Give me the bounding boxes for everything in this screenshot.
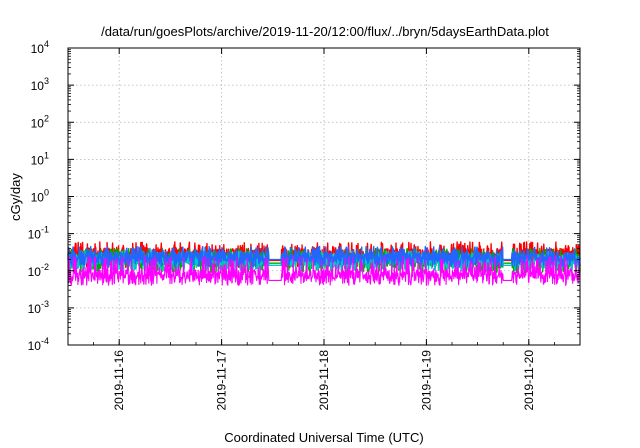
x-tick-label: 2019-11-16 [112, 350, 126, 411]
y-tick-label: 102 [31, 113, 49, 130]
y-tick-label: 10-4 [28, 336, 49, 353]
y-tick-label: 103 [31, 76, 49, 93]
y-tick-label: 10-2 [28, 262, 49, 279]
x-axis: 2019-11-16 2019-11-17 2019-11-18 2019-11-19… [67, 48, 581, 411]
series-line [67, 255, 581, 287]
y-tick-label: 10-1 [28, 225, 49, 242]
x-tick-label: 2019-11-17 [215, 350, 229, 411]
y-tick-label: 101 [31, 150, 49, 167]
chart-title: /data/run/goesPlots/archive/2019-11-20/1… [101, 24, 549, 39]
x-tick-label: 2019-11-19 [419, 350, 433, 411]
y-tick-label: 104 [31, 39, 49, 56]
grid [68, 48, 580, 345]
series-group [67, 241, 581, 287]
x-tick-label: 2019-11-18 [317, 350, 331, 411]
x-axis-label: Coordinated Universal Time (UTC) [224, 430, 423, 445]
x-tick-label: 2019-11-20 [522, 350, 536, 411]
y-tick-label: 100 [31, 188, 49, 205]
y-axis: 10-4 10-3 10-2 10-1 100 101 102 103 104 [28, 39, 580, 353]
y-axis-label: cGy/day [8, 173, 23, 221]
y-tick-label: 10-3 [28, 299, 49, 316]
